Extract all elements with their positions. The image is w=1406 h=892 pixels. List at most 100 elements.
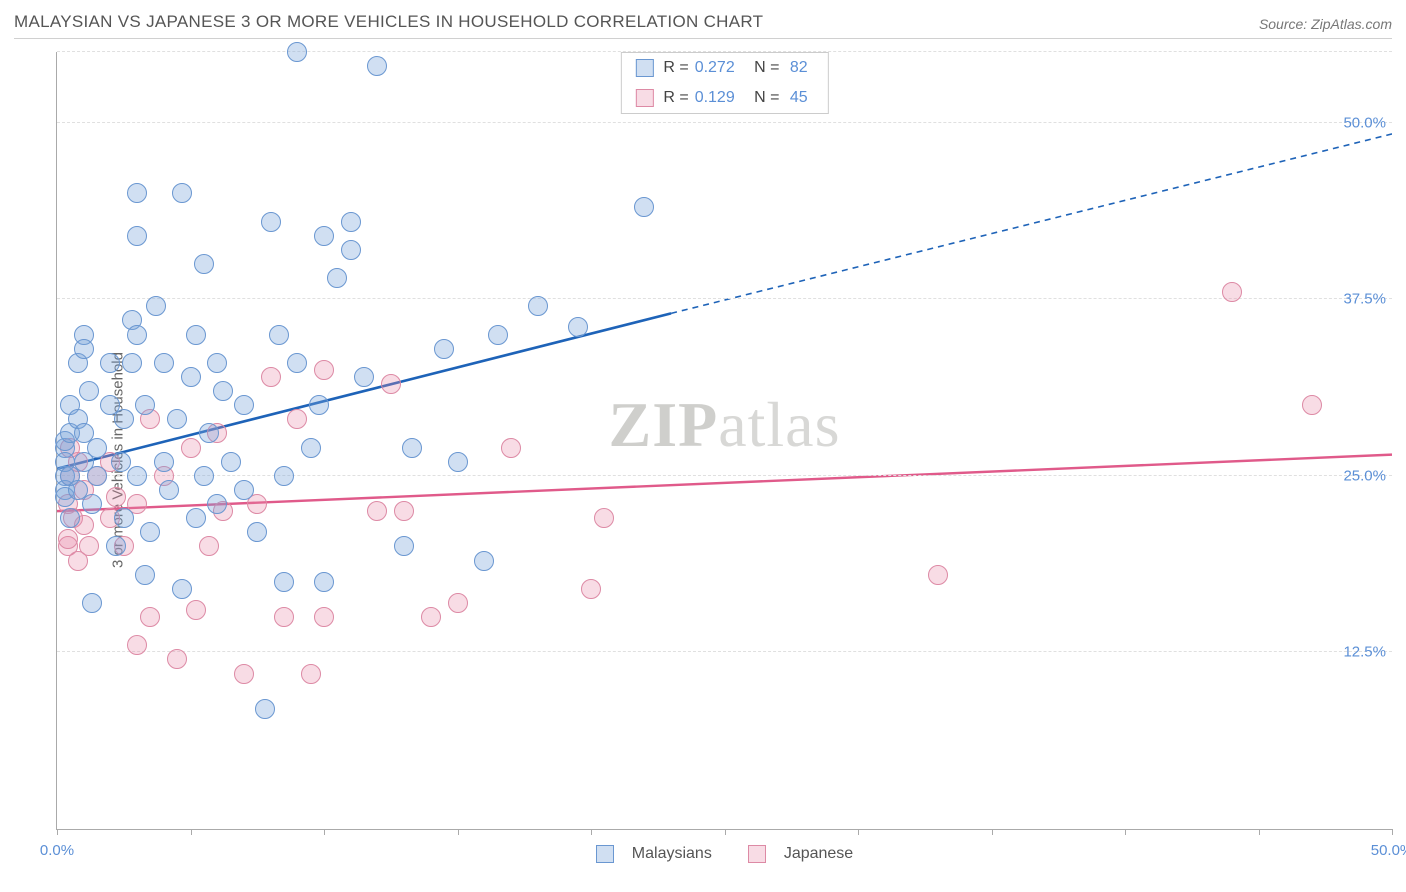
data-point-series-a xyxy=(60,395,80,415)
data-point-series-a xyxy=(568,317,588,337)
data-point-series-a xyxy=(60,466,80,486)
data-point-series-a xyxy=(55,431,75,451)
data-point-series-b xyxy=(63,508,83,528)
data-point-series-a xyxy=(146,296,166,316)
data-point-series-b xyxy=(928,565,948,585)
data-point-series-b xyxy=(186,600,206,620)
data-point-series-a xyxy=(186,508,206,528)
y-tick-label: 12.5% xyxy=(1343,644,1386,661)
data-point-series-b xyxy=(394,501,414,521)
data-point-series-a xyxy=(314,572,334,592)
data-point-series-a xyxy=(68,409,88,429)
data-point-series-b xyxy=(501,438,521,458)
data-point-series-b xyxy=(314,607,334,627)
x-tick xyxy=(458,829,459,835)
data-point-series-b xyxy=(581,579,601,599)
data-point-series-a xyxy=(207,353,227,373)
gridline xyxy=(57,475,1392,476)
data-point-series-a xyxy=(68,353,88,373)
data-point-series-b xyxy=(140,409,160,429)
data-point-series-b xyxy=(421,607,441,627)
data-point-series-a xyxy=(127,183,147,203)
data-point-series-a xyxy=(74,325,94,345)
data-point-series-a xyxy=(111,452,131,472)
data-point-series-a xyxy=(181,367,201,387)
data-point-series-a xyxy=(135,565,155,585)
data-point-series-a xyxy=(82,494,102,514)
data-point-series-a xyxy=(394,536,414,556)
data-point-series-a xyxy=(287,353,307,373)
data-point-series-b xyxy=(247,494,267,514)
data-point-series-a xyxy=(154,452,174,472)
data-point-series-b xyxy=(448,593,468,613)
data-point-series-a xyxy=(106,536,126,556)
data-point-series-a xyxy=(314,226,334,246)
data-point-series-b xyxy=(167,649,187,669)
data-point-series-a xyxy=(261,212,281,232)
data-point-series-b xyxy=(207,423,227,443)
data-point-series-b xyxy=(58,536,78,556)
data-point-series-a xyxy=(367,56,387,76)
data-point-series-a xyxy=(55,480,75,500)
gridline xyxy=(57,651,1392,652)
data-point-series-a xyxy=(140,522,160,542)
data-point-series-a xyxy=(194,466,214,486)
data-point-series-a xyxy=(114,508,134,528)
x-tick xyxy=(725,829,726,835)
data-point-series-b xyxy=(301,664,321,684)
data-point-series-a xyxy=(287,42,307,62)
data-point-series-b xyxy=(79,536,99,556)
data-point-series-a xyxy=(68,480,88,500)
legend-row: R = 0.272 N = 82 xyxy=(621,53,827,83)
header-bar: MALAYSIAN VS JAPANESE 3 OR MORE VEHICLES… xyxy=(14,12,1392,39)
data-point-series-b xyxy=(181,438,201,458)
data-point-series-b xyxy=(140,607,160,627)
y-tick-label: 25.0% xyxy=(1343,467,1386,484)
data-point-series-a xyxy=(186,325,206,345)
data-point-series-a xyxy=(55,487,75,507)
gridline xyxy=(57,298,1392,299)
data-point-series-a xyxy=(269,325,289,345)
gridline xyxy=(57,122,1392,123)
data-point-series-a xyxy=(448,452,468,472)
data-point-series-a xyxy=(127,466,147,486)
data-point-series-a xyxy=(434,339,454,359)
data-point-series-a xyxy=(127,226,147,246)
data-point-series-a xyxy=(327,268,347,288)
data-point-series-a xyxy=(528,296,548,316)
x-tick xyxy=(591,829,592,835)
data-point-series-b xyxy=(381,374,401,394)
data-point-series-b xyxy=(287,409,307,429)
data-point-series-a xyxy=(221,452,241,472)
data-point-series-a xyxy=(60,508,80,528)
gridline xyxy=(57,51,1392,52)
data-point-series-a xyxy=(122,353,142,373)
data-point-series-a xyxy=(488,325,508,345)
data-point-series-b xyxy=(68,452,88,472)
y-tick-label: 50.0% xyxy=(1343,114,1386,131)
data-point-series-a xyxy=(87,438,107,458)
data-point-series-a xyxy=(247,522,267,542)
data-point-series-a xyxy=(234,395,254,415)
data-point-series-a xyxy=(74,423,94,443)
data-point-series-a xyxy=(74,452,94,472)
data-point-series-a xyxy=(55,452,75,472)
data-point-series-b xyxy=(58,494,78,514)
x-tick xyxy=(324,829,325,835)
data-point-series-b xyxy=(127,494,147,514)
data-point-series-a xyxy=(60,423,80,443)
data-point-series-a xyxy=(274,466,294,486)
data-point-series-a xyxy=(122,310,142,330)
data-point-series-a xyxy=(100,353,120,373)
x-tick xyxy=(858,829,859,835)
data-point-series-a xyxy=(341,212,361,232)
data-point-series-a xyxy=(301,438,321,458)
data-point-series-b xyxy=(68,551,88,571)
data-point-series-a xyxy=(474,551,494,571)
data-point-series-b xyxy=(274,607,294,627)
data-point-series-b xyxy=(100,508,120,528)
data-point-series-a xyxy=(79,381,99,401)
data-point-series-a xyxy=(154,353,174,373)
data-point-series-b xyxy=(594,508,614,528)
x-tick xyxy=(57,829,58,835)
